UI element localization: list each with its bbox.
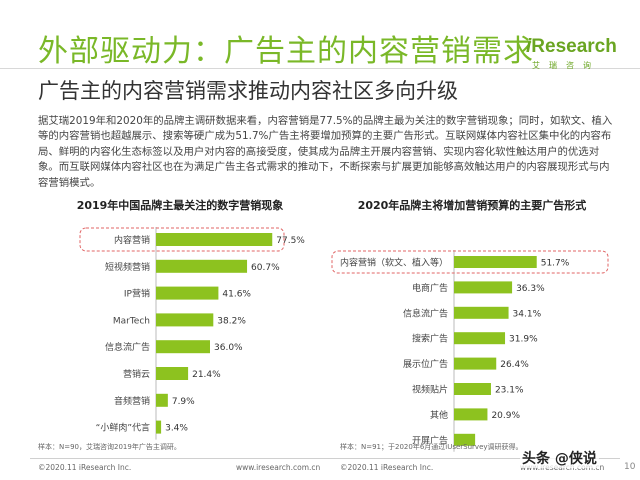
chart-right-title: 2020年品牌主将增加营销预算的主要广告形式 bbox=[357, 199, 587, 212]
body-paragraph: 据艾瑞2019年和2020年的品牌主调研数据来看，内容营销是77.5%的品牌主最… bbox=[38, 115, 613, 189]
watermark: 头条 @侠说 bbox=[520, 448, 599, 468]
chart-right-category-label-2: 信息流广告 bbox=[403, 307, 448, 319]
title-divider bbox=[0, 68, 640, 69]
chart-right-value-label-6: 20.9% bbox=[491, 411, 520, 421]
chart-right-category-label-0: 内容营销（软文、植入等） bbox=[340, 257, 448, 269]
chart-left-highlight-box bbox=[79, 227, 285, 252]
chart-left-bar-0 bbox=[156, 233, 273, 246]
chart-left-category-label-6: 音频营销 bbox=[114, 395, 150, 407]
chart-left-category-label-2: IP营销 bbox=[124, 288, 150, 300]
page-subtitle: 广告主的内容营销需求推动内容社区多向升级 bbox=[38, 79, 458, 103]
chart-right-value-label-1: 36.3% bbox=[516, 284, 545, 294]
chart-right-highlight-box bbox=[331, 250, 609, 274]
page-number: 10 bbox=[624, 462, 636, 472]
chart-left-bar-7 bbox=[156, 420, 162, 434]
chart-left-value-label-1: 60.7% bbox=[251, 263, 280, 273]
chart-left-bar-2 bbox=[156, 286, 219, 300]
chart-left-bar-3 bbox=[156, 313, 214, 327]
chart-right-bar-6 bbox=[454, 408, 488, 421]
chart-right-value-label-0: 51.7% bbox=[541, 259, 570, 269]
chart-right-bar-7 bbox=[454, 433, 476, 446]
chart-left-category-label-5: 营销云 bbox=[123, 368, 150, 380]
chart-left-bar-1 bbox=[156, 259, 248, 273]
chart-left-value-label-0: 77.5% bbox=[276, 236, 305, 246]
chart-left-category-label-3: MarTech bbox=[113, 316, 150, 326]
chart-left-category-label-1: 短视频营销 bbox=[105, 261, 150, 273]
sample-note-left: 样本：N=90，艾瑞咨询2019年广告主调研。 bbox=[38, 443, 181, 451]
footer-copyright-left: ©2020.11 iResearch Inc. bbox=[38, 463, 132, 472]
footer-copyright-right: ©2020.11 iResearch Inc. bbox=[340, 463, 434, 472]
chart-left-value-label-3: 38.2% bbox=[217, 316, 246, 326]
chart-right-category-label-3: 搜索广告 bbox=[412, 333, 448, 345]
chart-left-value-label-7: 3.4% bbox=[165, 424, 188, 434]
chart-right-category-label-7: 开屏广告 bbox=[412, 434, 448, 446]
chart-left-bar-4 bbox=[156, 340, 210, 354]
chart-left-value-label-2: 41.6% bbox=[222, 290, 251, 300]
chart-right-category-label-1: 电商广告 bbox=[412, 282, 448, 294]
chart-left-category-label-4: 信息流广告 bbox=[105, 341, 150, 353]
chart-left-title: 2019年中国品牌主最关注的数字营销现象 bbox=[76, 199, 284, 212]
chart-right-value-label-3: 31.9% bbox=[509, 335, 538, 345]
chart-left-value-label-6: 7.9% bbox=[172, 397, 195, 407]
chart-right-category-label-4: 展示位广告 bbox=[403, 358, 448, 370]
chart-right-value-label-2: 34.1% bbox=[513, 309, 542, 319]
page-title: 外部驱动力：广告主的内容营销需求 bbox=[38, 34, 534, 69]
chart-right-bar-2 bbox=[454, 306, 509, 319]
footer-url-left: www.iresearch.com.cn bbox=[236, 463, 321, 472]
chart-left-value-label-5: 21.4% bbox=[192, 370, 221, 380]
chart-right-value-label-4: 26.4% bbox=[500, 360, 529, 370]
chart-right-bar-1 bbox=[454, 281, 513, 294]
chart-right-bar-5 bbox=[454, 383, 491, 395]
chart-left-bar-5 bbox=[156, 367, 189, 380]
chart-left-bar-6 bbox=[156, 393, 168, 407]
chart-left-category-label-7: “小鲜肉”代言 bbox=[96, 422, 150, 434]
chart-right-bar-3 bbox=[454, 332, 506, 345]
sample-note-right: 样本：N=91；于2020年6月通过iUserSurvey调研获得。 bbox=[340, 443, 523, 451]
iresearch-logo: iResearch 艾瑞咨询 bbox=[526, 36, 617, 70]
chart-right-bar-0 bbox=[454, 256, 537, 268]
chart-right-bar-4 bbox=[454, 357, 497, 370]
footer-divider bbox=[30, 458, 620, 459]
chart-right-category-label-6: 其他 bbox=[430, 409, 448, 421]
chart-left-value-label-4: 36.0% bbox=[214, 343, 243, 353]
chart-left-category-label-0: 内容营销 bbox=[114, 234, 150, 246]
chart-right-category-label-5: 视频贴片 bbox=[412, 384, 448, 396]
chart-right-value-label-5: 23.1% bbox=[495, 386, 524, 396]
